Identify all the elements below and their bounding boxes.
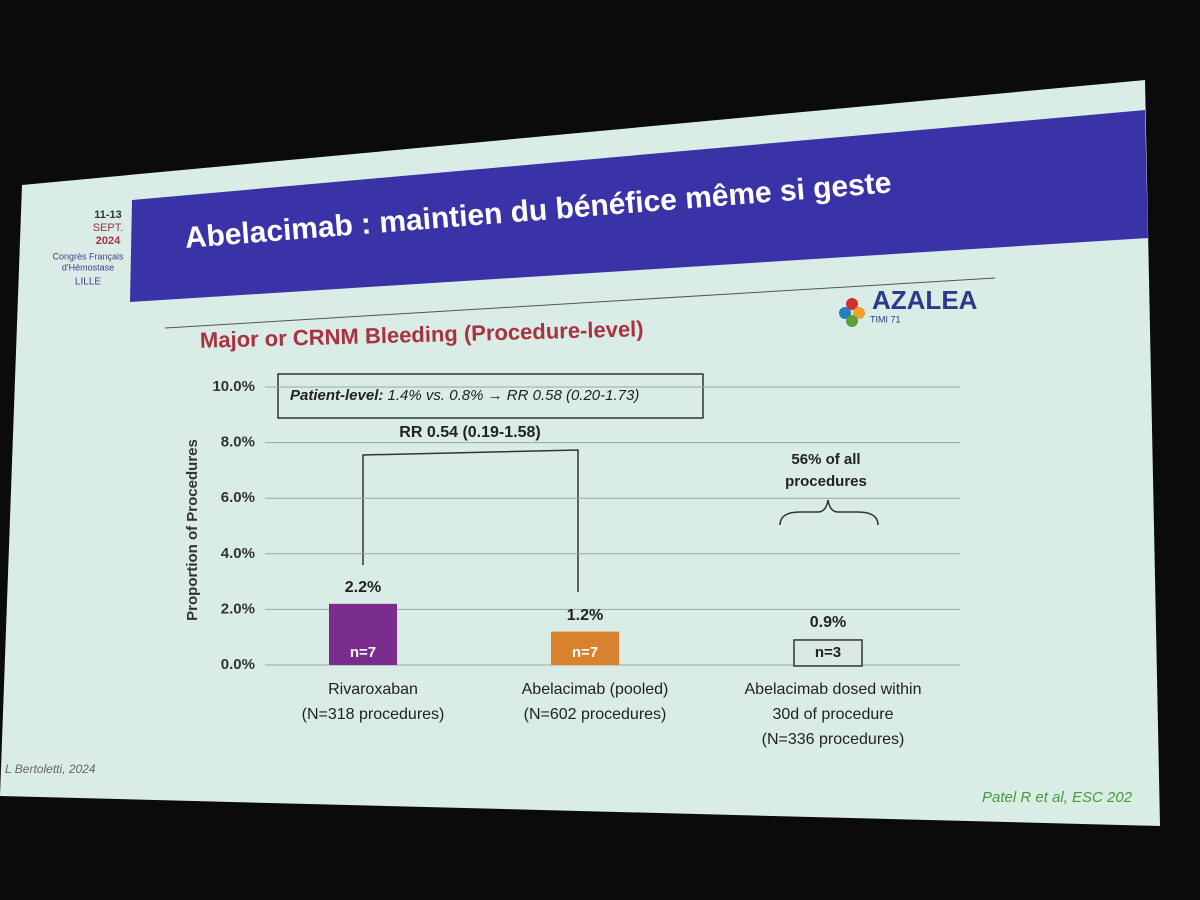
conf-name: Congrès Français [52,251,124,261]
x-tick-label: Abelacimab dosed within [745,681,922,698]
comparison-label: RR 0.54 (0.19-1.58) [399,424,540,441]
x-tick-label: (N=318 procedures) [302,706,445,723]
bar-label: n=7 [350,644,376,661]
annotation-box [277,373,704,419]
footer-right: Patel R et al, ESC 202 [982,789,1133,806]
footer-left: L Bertoletti, 2024 [5,762,96,776]
title-band [130,110,1148,302]
annotation-prefix: Patient-level: [290,387,383,404]
bar-label: n=3 [815,644,841,661]
y-tick-label: 4.0% [221,545,255,562]
x-tick-label: Abelacimab (pooled) [522,681,669,698]
x-tick-label: (N=336 procedures) [762,731,905,748]
bar [551,631,619,665]
share-label: procedures [785,473,867,490]
share-brace [779,499,879,526]
logo-name: AZALEA [872,285,978,315]
x-tick-label: 30d of procedure [773,706,894,723]
x-tick-label: Rivaroxaban [328,681,418,698]
y-tick-label: 0.0% [221,656,255,673]
conf-name: d'Hémostase [62,262,114,272]
conf-month: SEPT. [93,222,124,234]
conf-year: 2024 [96,235,121,247]
bar [793,639,863,667]
y-tick-label: 6.0% [221,489,255,506]
value-label: 0.9% [810,614,846,631]
y-axis-title: Proportion of Procedures [184,439,201,621]
annotation: Patient-level: 1.4% vs. 0.8% → RR 0.58 (… [290,387,639,404]
divider [164,277,996,329]
logo-sub: TIMI 71 [870,314,901,324]
bar-label: n=7 [572,644,598,661]
share-label: 56% of all [791,451,860,468]
conf-city: LILLE [75,277,101,288]
comparison-bracket [362,449,579,592]
azalea-logo: AZALEA TIMI 71 [839,285,978,327]
y-tick-label: 10.0% [212,378,255,395]
value-label: 2.2% [345,579,381,596]
x-tick-label: (N=602 procedures) [524,706,667,723]
value-label: 1.2% [567,607,603,624]
bar [329,603,397,665]
annotation-text: 1.4% vs. 0.8% → RR 0.58 (0.20-1.73) [388,387,640,404]
conf-dates: 11-13 [94,209,122,221]
y-tick-label: 2.0% [221,600,255,617]
y-tick-label: 8.0% [221,434,255,451]
conference-logo: 11-13 SEPT. 2024 Congrès Français d'Hémo… [52,209,124,288]
